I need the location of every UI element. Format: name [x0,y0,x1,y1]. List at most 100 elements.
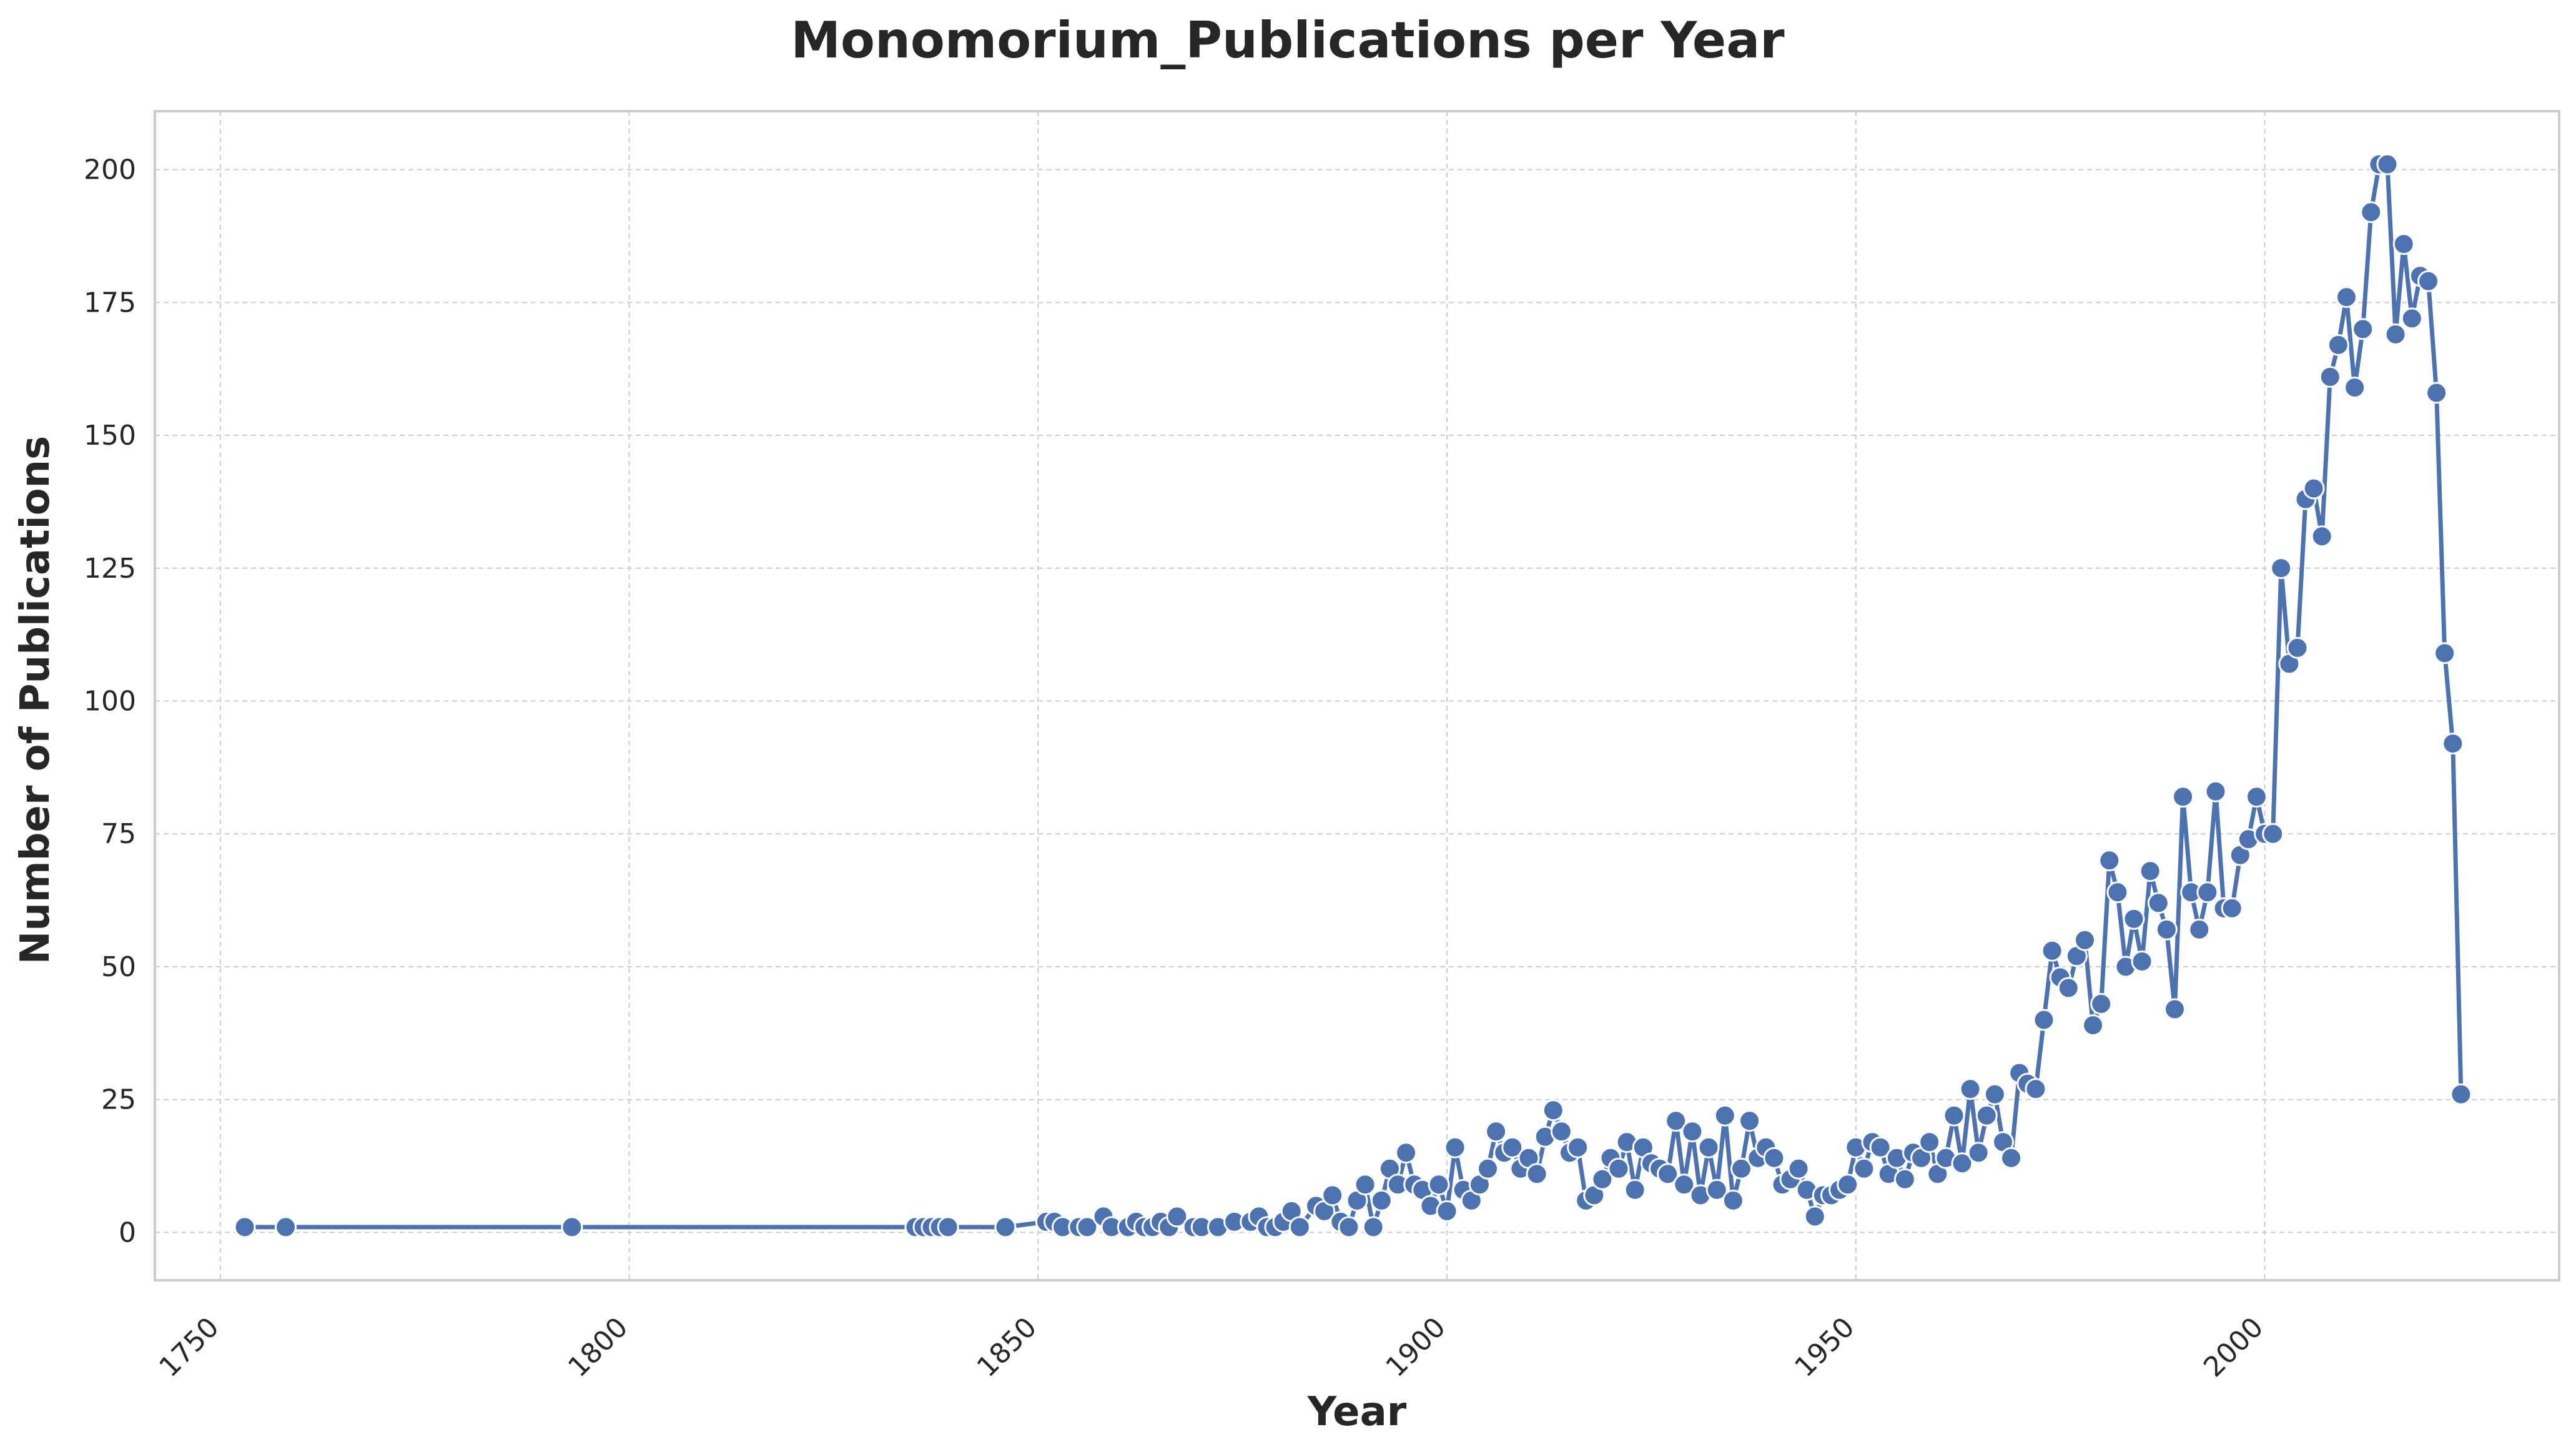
data-point [2057,977,2080,999]
data-point [1550,1120,1572,1143]
y-tick-label: 125 [84,553,136,585]
data-point [2425,382,2448,404]
data-point [2033,1009,2055,1031]
plot-frame [154,110,2560,1282]
data-point [2164,998,2186,1020]
data-point [2384,323,2407,345]
data-point [1542,1099,1564,1122]
data-point [1893,1168,1916,1190]
data-point [1288,1216,1311,1238]
data-point [2319,366,2341,388]
data-point [2401,307,2423,330]
data-point [2450,1083,2472,1105]
data-point [1485,1120,1508,1143]
data-point [2262,822,2284,845]
data-point [2204,780,2227,803]
y-tick-label: 50 [101,951,136,983]
data-point [1681,1120,1704,1143]
x-tick-label: 2000 [2198,1311,2269,1383]
data-point [2172,786,2194,808]
data-point [1673,1173,1695,1196]
grid-layer [155,111,2559,1280]
data-point [2360,201,2382,224]
y-tick-label: 175 [84,287,136,319]
data-point [1477,1157,1499,1180]
x-tick-label: 1750 [153,1311,225,1383]
data-point [1370,1189,1393,1212]
data-point [2098,849,2121,872]
data-point [234,1216,256,1238]
y-axis-label: Number of Publications [12,436,59,964]
data-point [1362,1216,1384,1238]
data-point [1837,1173,1859,1196]
data-point [1338,1216,1360,1238]
data-point [1959,1078,1981,1100]
data-point [937,1216,959,1238]
data-point [1804,1205,1826,1228]
y-tick-label: 100 [84,686,136,718]
series-line [245,162,2464,1230]
data-point [2246,786,2268,808]
data-point [1076,1216,1098,1238]
data-point [2376,153,2399,175]
data-point [2221,897,2243,919]
data-point [2123,907,2145,930]
x-axis-label: Year [1307,1389,1407,1435]
data-point [1665,1110,1687,1132]
data-point [1436,1200,1458,1222]
data-point [2327,333,2349,356]
y-tick-label: 0 [119,1217,136,1248]
data-point [1501,1136,1524,1158]
data-point [2139,860,2161,882]
data-point [2417,270,2439,292]
data-point [1428,1173,1450,1196]
data-point [1321,1184,1344,1207]
data-point [1444,1136,1466,1158]
data-point [1975,1104,1998,1127]
data-point [1354,1173,1376,1196]
data-point [1853,1157,1875,1180]
data-point [1983,1083,2006,1105]
data-point [2196,881,2219,904]
data-point [2336,286,2357,309]
data-point [1591,1168,1614,1190]
data-point [1787,1157,1810,1180]
data-point [1967,1142,1990,1164]
data-point [1705,1178,1728,1201]
data-point [2311,525,2333,548]
data-point [1739,1110,1761,1132]
data-point [2041,939,2063,962]
y-tick-label: 75 [101,818,136,850]
x-tick-label: 1900 [1380,1311,1452,1383]
y-tick-label: 25 [101,1084,136,1116]
data-point [275,1216,297,1238]
data-point [2286,636,2309,659]
data-point [1951,1152,1973,1175]
data-point [1567,1136,1589,1158]
data-point [1526,1163,1548,1185]
data-point [2025,1078,2047,1100]
data-point [1869,1136,1892,1158]
data-point [1763,1147,1785,1169]
data-point [2106,881,2129,904]
data-point [1722,1189,1744,1212]
x-tick-label: 1800 [562,1311,634,1383]
data-point [1943,1104,1965,1127]
data-point [2090,993,2113,1015]
y-tick-label: 200 [84,154,136,186]
chart-title: Monomorium_Publications per Year [791,11,1785,69]
x-axis-ticks: 1750 1800 1850 1900 1950 2000 [153,1311,2269,1383]
data-point [2270,557,2292,580]
data-point [1714,1104,1736,1127]
data-point [1697,1136,1720,1158]
x-tick-label: 1950 [1789,1311,1860,1383]
data-point [1607,1157,1630,1180]
data-point [2344,377,2366,398]
data-point [1730,1157,1752,1180]
data-point [2000,1147,2023,1169]
x-tick-label: 1850 [971,1311,1043,1383]
data-point [2302,477,2325,500]
data-point [994,1216,1017,1238]
data-point [1166,1205,1188,1228]
